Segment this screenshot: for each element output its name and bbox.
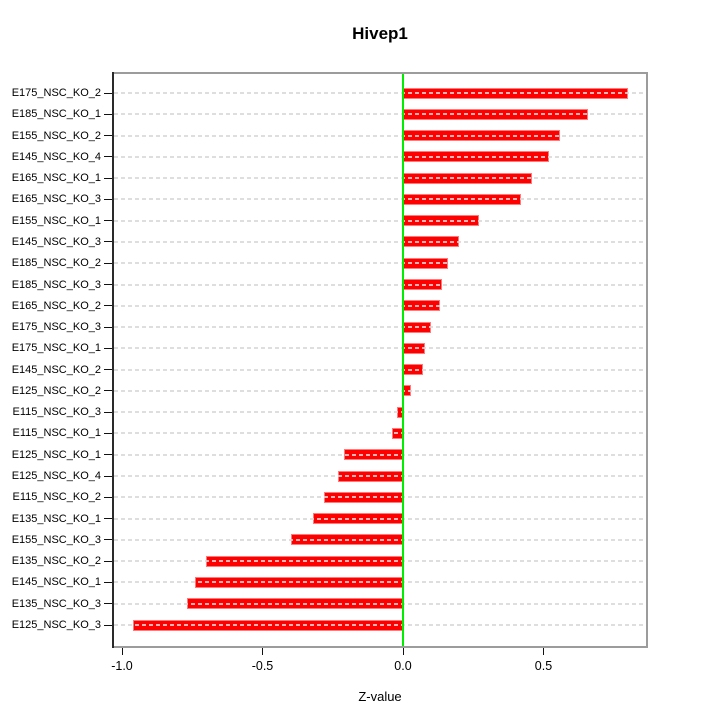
category-label: E115_NSC_KO_2 <box>12 491 101 504</box>
category-label: E125_NSC_KO_1 <box>11 448 101 461</box>
category-label: E115_NSC_KO_3 <box>12 406 101 419</box>
gridline <box>114 432 646 435</box>
y-tick <box>104 369 112 371</box>
category-label: E165_NSC_KO_1 <box>11 172 101 185</box>
gridline <box>114 198 646 201</box>
category-label: E185_NSC_KO_3 <box>11 278 101 291</box>
category-label: E185_NSC_KO_1 <box>11 108 101 121</box>
plot-area <box>112 72 648 648</box>
category-label: E155_NSC_KO_1 <box>11 214 101 227</box>
category-label: E175_NSC_KO_2 <box>11 87 101 99</box>
gridline <box>114 347 646 350</box>
category-label: E125_NSC_KO_3 <box>11 619 101 631</box>
category-label: E145_NSC_KO_1 <box>11 576 101 589</box>
y-tick <box>104 220 112 222</box>
y-tick <box>104 113 112 115</box>
category-label: E135_NSC_KO_1 <box>11 512 101 525</box>
y-tick <box>104 475 112 477</box>
gridline <box>114 177 646 180</box>
category-label: E145_NSC_KO_2 <box>11 363 101 376</box>
y-tick <box>104 305 112 307</box>
y-tick <box>104 198 112 200</box>
category-label: E155_NSC_KO_2 <box>11 129 101 142</box>
gridline <box>114 368 646 371</box>
category-label: E125_NSC_KO_4 <box>11 470 101 483</box>
gridline <box>114 624 646 626</box>
gridline <box>114 240 646 243</box>
gridline <box>114 113 646 116</box>
y-tick <box>104 454 112 456</box>
gridline <box>114 262 646 265</box>
y-tick <box>104 284 112 286</box>
category-label: E165_NSC_KO_3 <box>11 193 101 206</box>
x-tick-label: -1.0 <box>111 659 133 673</box>
y-tick <box>104 135 112 137</box>
gridline <box>114 602 646 605</box>
gridline <box>114 538 646 541</box>
category-label: E165_NSC_KO_2 <box>11 299 101 312</box>
y-tick <box>104 560 112 562</box>
x-axis-title: Z-value <box>358 689 402 704</box>
y-tick <box>104 262 112 264</box>
category-label: E135_NSC_KO_3 <box>11 597 101 610</box>
x-tick <box>262 648 263 655</box>
y-tick <box>104 539 112 541</box>
x-tick-label: 0.0 <box>394 659 412 673</box>
x-tick <box>543 648 544 655</box>
gridline <box>114 453 646 456</box>
x-tick-label: 0.5 <box>534 659 553 673</box>
gridline <box>114 389 646 392</box>
y-tick <box>104 177 112 179</box>
gridline <box>114 517 646 520</box>
category-label: E175_NSC_KO_1 <box>11 342 101 355</box>
gridline <box>114 411 646 414</box>
category-label: E135_NSC_KO_2 <box>11 555 101 568</box>
category-label: E185_NSC_KO_2 <box>11 257 101 270</box>
y-tick <box>104 347 112 349</box>
y-tick <box>104 432 112 434</box>
category-label: E175_NSC_KO_3 <box>11 321 101 334</box>
zero-line <box>402 74 404 646</box>
y-tick <box>104 326 112 328</box>
chart-title: Hivep1 <box>352 24 408 43</box>
gridline <box>114 560 646 563</box>
y-tick <box>104 390 112 392</box>
gridline <box>114 496 646 499</box>
y-axis-line <box>112 72 114 648</box>
y-tick <box>104 92 112 94</box>
x-tick-label: -0.5 <box>251 659 274 673</box>
category-label: E155_NSC_KO_3 <box>11 533 101 546</box>
category-label: E145_NSC_KO_4 <box>11 150 101 163</box>
x-tick <box>402 648 404 655</box>
y-tick <box>104 603 112 605</box>
category-label: E125_NSC_KO_2 <box>11 384 101 397</box>
gridline <box>114 134 646 137</box>
x-tick <box>121 648 123 655</box>
y-tick <box>104 581 112 583</box>
gridline <box>114 155 646 158</box>
y-tick <box>104 411 112 413</box>
gridline <box>114 475 646 478</box>
y-tick <box>104 518 112 520</box>
gridline <box>114 326 646 329</box>
gridline <box>114 581 646 584</box>
gridline <box>114 283 646 286</box>
category-label: E145_NSC_KO_3 <box>11 235 101 248</box>
gridline <box>114 304 646 307</box>
y-tick <box>104 496 112 498</box>
y-tick <box>104 624 112 626</box>
y-tick <box>104 241 112 243</box>
category-label: E115_NSC_KO_1 <box>12 427 101 440</box>
gridline <box>114 219 646 222</box>
y-tick <box>104 156 112 158</box>
gridline <box>114 92 646 94</box>
